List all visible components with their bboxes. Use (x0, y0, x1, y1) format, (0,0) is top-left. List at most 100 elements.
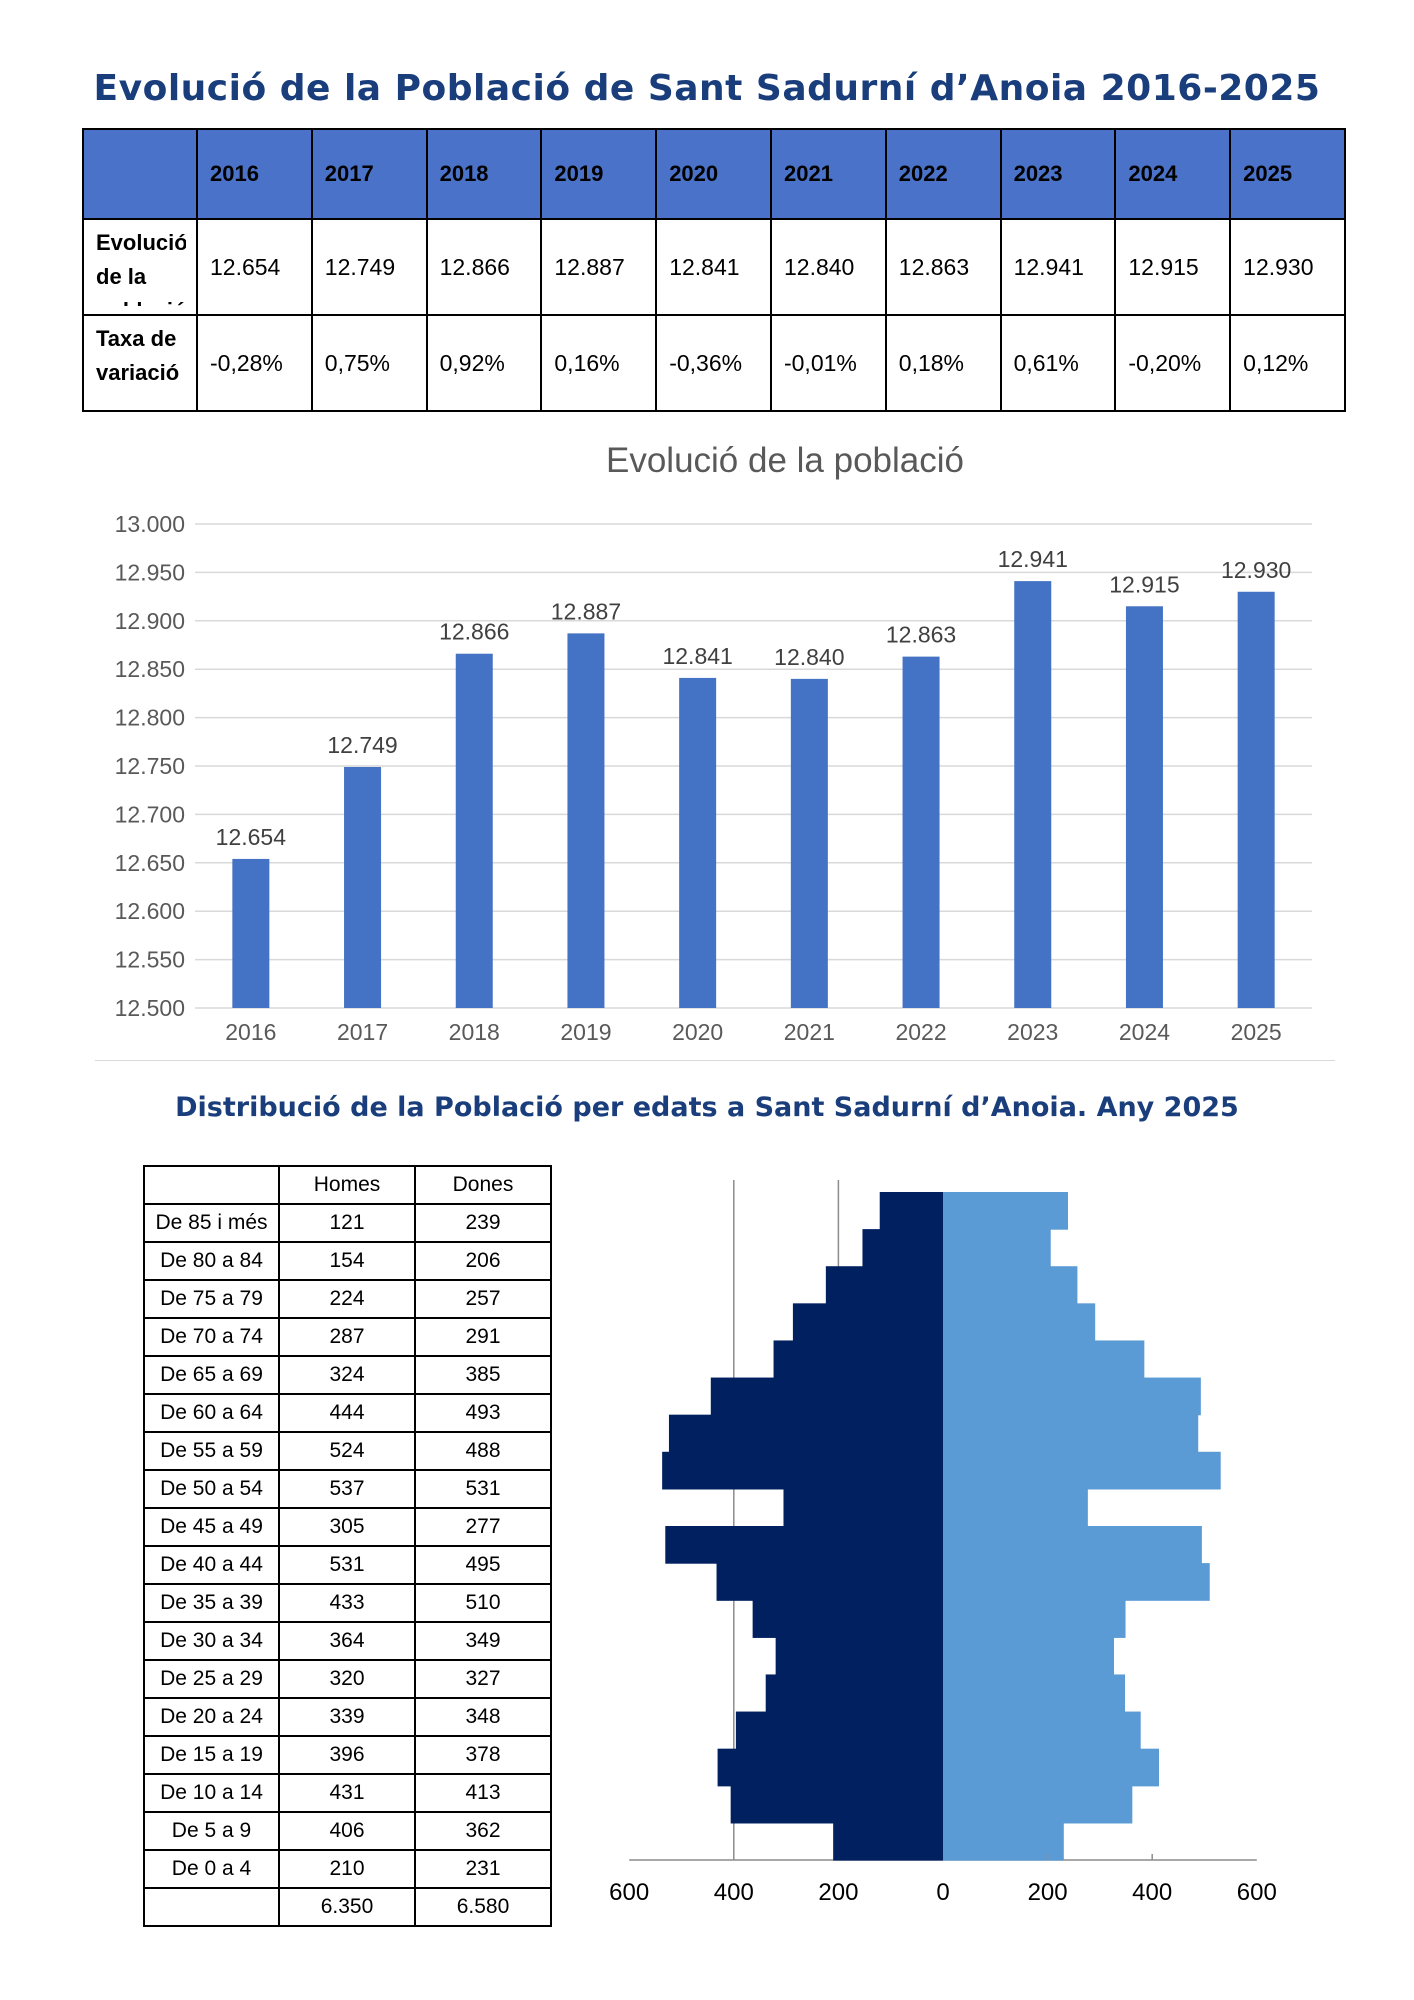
table-cell: 431 (278, 1773, 416, 1813)
totals-row: 6.350 6.580 (143, 1887, 552, 1927)
year-header: 2023 (999, 128, 1117, 220)
bar (1014, 581, 1052, 1008)
pyramid-bar-dones (943, 1563, 1210, 1601)
table-row: De 80 a 84 154 206 (143, 1241, 552, 1281)
x-tick-label: 2023 (1007, 1019, 1058, 1045)
bar (679, 677, 717, 1008)
pyramid-bar-homes (716, 1563, 943, 1601)
chart-border (95, 1060, 1335, 1061)
year-header: 2016 (196, 128, 313, 220)
data-label: 12.887 (551, 598, 621, 624)
x-tick-label: 2019 (560, 1019, 611, 1045)
table-row: De 15 a 19 396 378 (143, 1735, 552, 1775)
table-cell: 277 (414, 1507, 552, 1547)
table-row: De 30 a 34 364 349 (143, 1621, 552, 1661)
table-cell: 493 (414, 1393, 552, 1433)
table-cell: 413 (414, 1773, 552, 1813)
pyramid-bar-dones (943, 1451, 1221, 1490)
table-cell: De 45 a 49 (143, 1507, 280, 1547)
x-tick-label: 400 (714, 1879, 754, 1906)
table-cell: De 70 a 74 (143, 1317, 280, 1357)
pyramid-bar-dones (943, 1340, 1145, 1379)
table-cell: -0,36% (655, 314, 772, 412)
pyramid-bar-homes (825, 1266, 943, 1304)
table-cell: 12.941 (999, 218, 1117, 316)
table-header-row: Homes Dones (143, 1165, 552, 1205)
table-cell: 287 (278, 1317, 416, 1357)
table-row: De 65 a 69 324 385 (143, 1355, 552, 1395)
data-label: 12.941 (998, 546, 1068, 572)
pyramid-bar-dones (943, 1674, 1126, 1713)
table-row: Taxa de variació -0,28% 0,75% 0,92% 0,16… (82, 314, 1346, 412)
y-tick-label: 12.850 (115, 656, 185, 682)
table-cell: De 75 a 79 (143, 1279, 280, 1319)
y-tick-label: 12.750 (115, 753, 185, 779)
table-cell: 0,16% (540, 314, 658, 412)
x-tick-label: 600 (609, 1879, 649, 1906)
pyramid-bar-homes (735, 1711, 943, 1750)
table-cell: De 15 a 19 (143, 1735, 280, 1775)
table-cell: 12.866 (425, 218, 543, 316)
y-tick-label: 12.700 (115, 801, 185, 827)
table-cell: 224 (278, 1279, 416, 1319)
table-cell: 291 (414, 1317, 552, 1357)
x-tick-label: 400 (1132, 1879, 1172, 1906)
table-cell: 524 (278, 1431, 416, 1471)
pyramid-bar-dones (943, 1266, 1078, 1304)
pyramid-bar-homes (665, 1526, 943, 1564)
table-cell: 531 (278, 1545, 416, 1585)
population-table: 2016 2017 2018 2019 2020 2021 2022 2023 … (82, 128, 1346, 412)
pyramid-bar-homes (730, 1785, 943, 1824)
table-cell: 0,92% (425, 314, 543, 412)
table-cell: De 50 a 54 (143, 1469, 280, 1509)
table-cell: 12.841 (655, 218, 772, 316)
bar (567, 633, 605, 1008)
table-cell: 406 (278, 1811, 416, 1851)
table-row: De 35 a 39 433 510 (143, 1583, 552, 1623)
table-cell: 0,61% (999, 314, 1117, 412)
year-header: 2021 (769, 128, 887, 220)
population-pyramid-chart: 600 400 200 0 200 400 600 (609, 1180, 1277, 1906)
pyramid-bar-dones (943, 1785, 1133, 1824)
table-cell: 12.654 (196, 218, 313, 316)
table-cell: Dones (414, 1165, 552, 1205)
document-title: Evolució de la Població de Sant Sadurní … (93, 68, 1321, 109)
pyramid-bar-dones (943, 1414, 1199, 1453)
table-cell: 495 (414, 1545, 552, 1585)
table-cell: 12.749 (310, 218, 428, 316)
table-cell: 362 (414, 1811, 552, 1851)
year-header: 2025 (1229, 128, 1346, 220)
x-tick-label: 2018 (449, 1019, 500, 1045)
table-cell: De 80 a 84 (143, 1241, 280, 1281)
pyramid-bar-homes (879, 1192, 943, 1230)
y-tick-label: 12.800 (115, 705, 185, 731)
table-row: De 25 a 29 320 327 (143, 1659, 552, 1699)
table-cell: 12.840 (769, 218, 887, 316)
table-cell: De 60 a 64 (143, 1393, 280, 1433)
year-header: 2018 (425, 128, 543, 220)
pyramid-bar-dones (943, 1303, 1096, 1342)
table-cell: 348 (414, 1697, 552, 1737)
x-tick-label: 600 (1237, 1879, 1277, 1906)
x-tick-label: 2025 (1231, 1019, 1282, 1045)
bar (902, 656, 940, 1008)
y-tick-label: 12.500 (115, 995, 185, 1021)
table-cell: -0,28% (196, 314, 313, 412)
table-cell: De 10 a 14 (143, 1773, 280, 1813)
x-tick-label: 2020 (672, 1019, 723, 1045)
table-cell: De 40 a 44 (143, 1545, 280, 1585)
data-label: 12.930 (1221, 557, 1291, 583)
table-row: De 60 a 64 444 493 (143, 1393, 552, 1433)
table-cell: 121 (278, 1203, 416, 1243)
table-cell: 0,75% (310, 314, 428, 412)
table-cell: Homes (278, 1165, 416, 1205)
x-tick-label: 0 (936, 1879, 949, 1906)
pyramid-bar-homes (765, 1674, 943, 1713)
pyramid-bar-homes (710, 1377, 943, 1416)
table-cell: De 20 a 24 (143, 1697, 280, 1737)
table-cell: 364 (278, 1621, 416, 1661)
year-header: 2017 (310, 128, 428, 220)
x-tick-label: 2022 (895, 1019, 946, 1045)
pyramid-bar-dones (943, 1192, 1068, 1230)
table-row: De 85 i més 121 239 (143, 1203, 552, 1243)
